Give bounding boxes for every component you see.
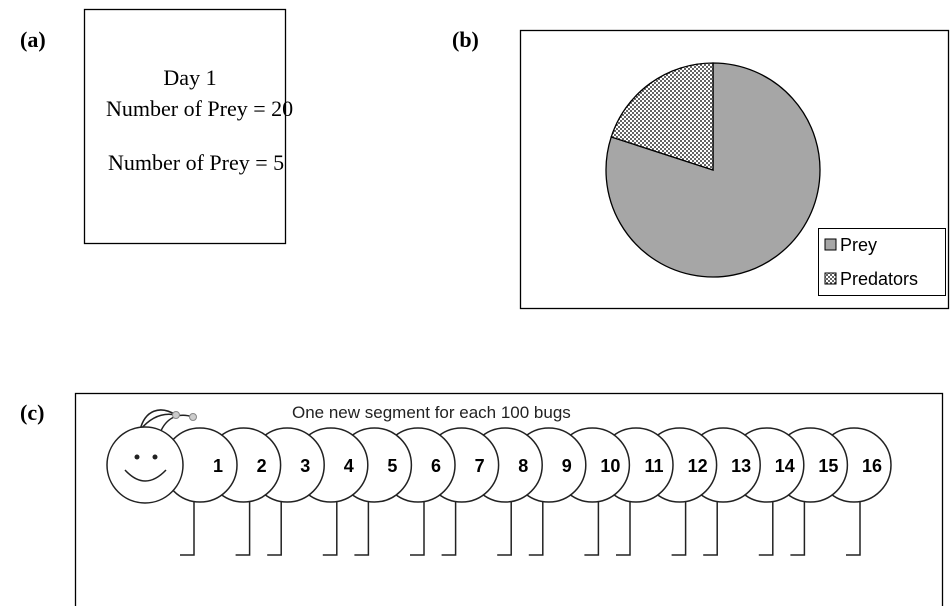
- pie-slice: [610, 62, 714, 171]
- leg: [528, 495, 544, 556]
- segment-number: 1: [213, 456, 223, 476]
- mouth: [124, 469, 167, 482]
- antenna: [139, 409, 177, 431]
- segment-number: 7: [475, 456, 485, 476]
- antenna-tip: [172, 411, 180, 419]
- segment-number: 6: [431, 456, 441, 476]
- segment-number: 13: [731, 456, 751, 476]
- segment-number: 3: [300, 456, 310, 476]
- segment-number: 8: [518, 456, 528, 476]
- panel-label: (b): [452, 27, 479, 52]
- leg: [703, 495, 718, 556]
- head: [106, 426, 184, 504]
- leg: [758, 495, 774, 556]
- leg: [497, 495, 512, 556]
- leg: [441, 495, 457, 556]
- leg: [354, 495, 370, 556]
- caterpillar: 16 15 14 13 12 11 10 9 8 7 6 5 4 3 2 1: [106, 409, 892, 556]
- legend: Prey Predators: [824, 235, 918, 289]
- segment-number: 10: [600, 456, 620, 476]
- segment-number: 5: [387, 456, 397, 476]
- leg: [671, 495, 687, 556]
- day-text: Day 1: [163, 65, 216, 90]
- segment-number: 14: [775, 456, 795, 476]
- segment-number: 4: [344, 456, 354, 476]
- legend-box: [818, 228, 946, 296]
- caterpillar-title: One new segment for each 100 bugs: [292, 403, 571, 422]
- segment-number: 12: [688, 456, 708, 476]
- segment-number: 9: [562, 456, 572, 476]
- pie-chart: [605, 62, 821, 278]
- antenna-tip: [189, 413, 197, 421]
- leg: [410, 495, 425, 556]
- panel-label: (a): [20, 27, 46, 52]
- panel-c-box: [74, 392, 944, 606]
- leg: [267, 495, 282, 556]
- panel-a-box: [83, 8, 287, 245]
- leg: [235, 495, 251, 556]
- segment-number: 2: [257, 456, 267, 476]
- panel-label: (c): [20, 400, 44, 425]
- count-text: Number of Prey = 20: [106, 96, 293, 121]
- leg: [616, 495, 631, 556]
- panel-b-box: [519, 29, 950, 310]
- segment-number: 16: [862, 456, 882, 476]
- eye: [152, 454, 158, 460]
- legend-label: Predators: [840, 269, 918, 289]
- legend-swatch: [824, 272, 837, 285]
- leg: [322, 495, 338, 556]
- eye: [134, 454, 140, 460]
- leg: [846, 495, 861, 556]
- segment-number: 15: [818, 456, 838, 476]
- leg: [790, 495, 806, 556]
- leg: [584, 495, 600, 556]
- count-text: Number of Prey = 5: [108, 150, 284, 175]
- leg: [180, 495, 195, 556]
- legend-swatch: [824, 238, 837, 251]
- pie-slice: [605, 62, 821, 278]
- segment-number: 11: [644, 456, 663, 476]
- legend-label: Prey: [840, 235, 877, 255]
